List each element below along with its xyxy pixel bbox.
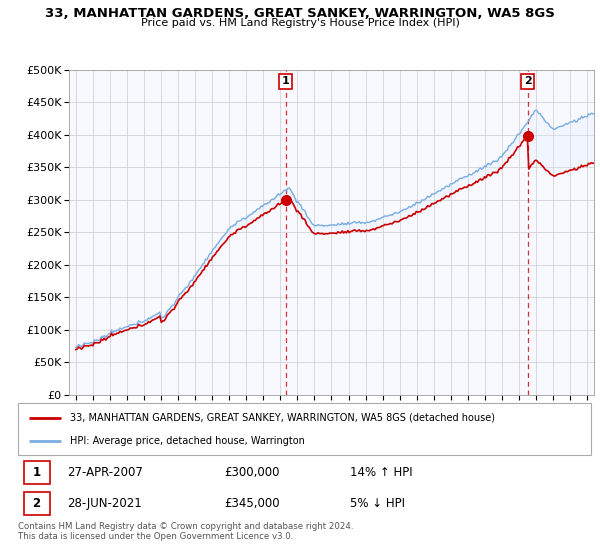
Text: 5% ↓ HPI: 5% ↓ HPI — [350, 497, 406, 510]
FancyBboxPatch shape — [18, 403, 591, 455]
Text: 33, MANHATTAN GARDENS, GREAT SANKEY, WARRINGTON, WA5 8GS: 33, MANHATTAN GARDENS, GREAT SANKEY, WAR… — [45, 7, 555, 20]
Text: 1: 1 — [32, 465, 41, 479]
Text: Price paid vs. HM Land Registry's House Price Index (HPI): Price paid vs. HM Land Registry's House … — [140, 18, 460, 28]
FancyBboxPatch shape — [24, 492, 50, 515]
Text: 14% ↑ HPI: 14% ↑ HPI — [350, 465, 413, 479]
Text: 1: 1 — [282, 77, 290, 86]
Text: 2: 2 — [32, 497, 41, 510]
Text: £300,000: £300,000 — [224, 465, 280, 479]
Text: Contains HM Land Registry data © Crown copyright and database right 2024.
This d: Contains HM Land Registry data © Crown c… — [18, 522, 353, 542]
Text: 2: 2 — [524, 77, 532, 86]
Text: £345,000: £345,000 — [224, 497, 280, 510]
Text: 27-APR-2007: 27-APR-2007 — [67, 465, 143, 479]
FancyBboxPatch shape — [24, 460, 50, 483]
Text: 28-JUN-2021: 28-JUN-2021 — [67, 497, 142, 510]
Text: 33, MANHATTAN GARDENS, GREAT SANKEY, WARRINGTON, WA5 8GS (detached house): 33, MANHATTAN GARDENS, GREAT SANKEY, WAR… — [70, 413, 494, 423]
Text: HPI: Average price, detached house, Warrington: HPI: Average price, detached house, Warr… — [70, 436, 304, 446]
